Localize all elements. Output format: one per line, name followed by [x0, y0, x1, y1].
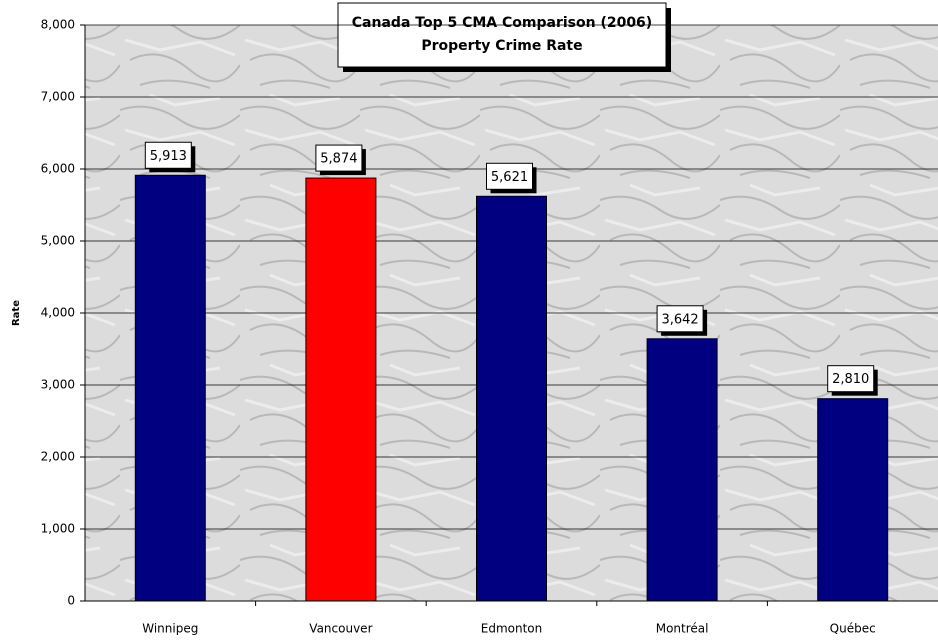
y-tick-label: 6,000: [41, 162, 75, 176]
y-tick-label: 5,000: [41, 234, 75, 248]
bar: [476, 195, 547, 602]
y-axis-label: Rate: [11, 300, 22, 326]
y-tick-label: 4,000: [41, 306, 75, 320]
chart-title: Canada Top 5 CMA Comparison (2006): [352, 15, 652, 31]
bar: [646, 338, 718, 602]
value-label-box: [144, 141, 192, 169]
x-tick-label: Québec: [830, 622, 876, 636]
value-label: 5,913: [150, 149, 187, 164]
bar: [134, 174, 206, 602]
y-tick-label: 1,000: [41, 522, 75, 536]
value-label: 5,874: [320, 152, 357, 167]
value-label-box: [315, 144, 363, 172]
value-label: 5,621: [491, 170, 528, 185]
y-tick-label: 0: [67, 594, 75, 608]
value-label-box: [656, 305, 704, 333]
chart-subtitle: Property Crime Rate: [421, 38, 582, 54]
bar: [817, 398, 889, 602]
x-tick-label: Montréal: [656, 622, 709, 636]
value-label: 3,642: [661, 312, 698, 327]
marks: 0 1,000 2,000 3,000 4,000 5,000 6,000 7,000 8,00…: [41, 18, 938, 636]
x-tick-label: Winnipeg: [142, 622, 198, 636]
value-label-box: [486, 162, 533, 190]
y-tick-label: 8,000: [41, 18, 75, 32]
y-tick-label: 7,000: [41, 90, 75, 104]
title-box: [337, 2, 667, 68]
y-tick-label: 3,000: [41, 378, 75, 392]
bar: [305, 177, 377, 602]
y-tick-label: 2,000: [41, 450, 75, 464]
value-label-box: [827, 365, 875, 393]
x-tick-label: Vancouver: [309, 622, 372, 636]
x-tick-label: Edmonton: [481, 622, 543, 636]
value-label: 2,810: [832, 372, 869, 387]
